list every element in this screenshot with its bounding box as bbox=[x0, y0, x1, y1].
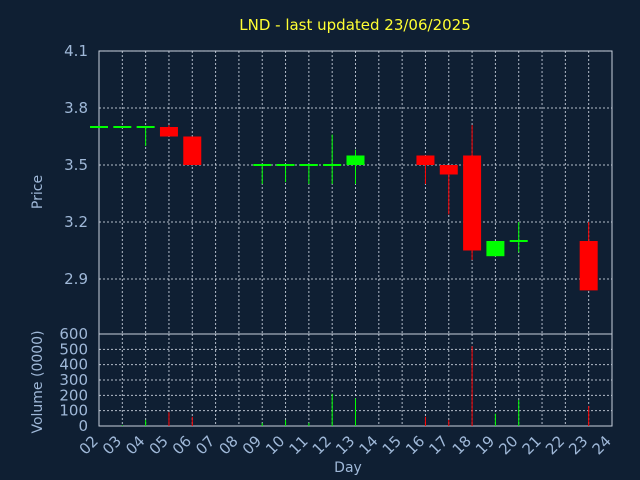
price-tick-label: 3.8 bbox=[64, 99, 88, 117]
x-tick-label: 22 bbox=[542, 432, 568, 458]
candle-body bbox=[439, 165, 458, 175]
candle-body bbox=[90, 126, 108, 128]
x-tick-label: 14 bbox=[355, 432, 381, 458]
x-tick-label: 20 bbox=[495, 432, 521, 458]
x-tick-label: 12 bbox=[309, 432, 335, 458]
x-tick-label: 09 bbox=[239, 432, 265, 458]
candle-body bbox=[183, 136, 202, 165]
candle-body bbox=[323, 164, 342, 166]
x-tick-label: 02 bbox=[76, 432, 102, 458]
x-tick-label: 24 bbox=[589, 432, 615, 458]
x-tick-label: 15 bbox=[379, 432, 405, 458]
price-tick-label: 4.1 bbox=[64, 42, 88, 60]
volume-tick-label: 300 bbox=[59, 371, 88, 389]
candle-body bbox=[113, 126, 132, 128]
candle-body bbox=[276, 164, 295, 166]
candle-body bbox=[346, 155, 365, 165]
price-tick-label: 3.5 bbox=[64, 156, 88, 174]
candle-body bbox=[253, 164, 272, 166]
x-tick-label: 06 bbox=[169, 432, 195, 458]
price-tick-label: 3.2 bbox=[64, 213, 88, 231]
volume-tick-label: 200 bbox=[59, 386, 88, 404]
price-tick-labels: 4.1 3.8 3.5 3.2 2.9 bbox=[64, 42, 88, 288]
price-axis-label: Price bbox=[30, 175, 46, 209]
price-tick-label: 2.9 bbox=[64, 270, 88, 288]
x-tick-label: 21 bbox=[519, 432, 545, 458]
x-tick-label: 16 bbox=[402, 432, 428, 458]
volume-bars bbox=[121, 346, 590, 426]
candle-body bbox=[486, 241, 505, 257]
candle-body bbox=[136, 126, 155, 128]
candles bbox=[90, 125, 598, 291]
candle-body bbox=[579, 241, 598, 291]
x-tick-label: 03 bbox=[99, 432, 125, 458]
candle-body bbox=[159, 127, 178, 137]
candle-body bbox=[509, 240, 528, 242]
volume-tick-label: 400 bbox=[59, 356, 88, 374]
candle-body bbox=[463, 155, 482, 251]
x-tick-label: 10 bbox=[262, 432, 288, 458]
x-tick-label: 13 bbox=[332, 432, 358, 458]
candle-body bbox=[299, 164, 318, 166]
x-tick-label: 17 bbox=[425, 432, 451, 458]
x-tick-labels: 0203040506070809101112131415161718192021… bbox=[76, 432, 615, 458]
volume-tick-label: 500 bbox=[59, 340, 88, 358]
x-tick-label: 08 bbox=[216, 432, 242, 458]
x-tick-label: 23 bbox=[565, 432, 591, 458]
price-grid bbox=[99, 50, 612, 334]
x-tick-label: 05 bbox=[146, 432, 172, 458]
x-tick-label: 11 bbox=[285, 432, 311, 458]
x-tick-label: 18 bbox=[449, 432, 475, 458]
x-tick-label: 19 bbox=[472, 432, 498, 458]
x-axis-label: Day bbox=[334, 460, 362, 476]
volume-axis-label: Volume (0000) bbox=[30, 330, 46, 433]
volume-tick-label: 100 bbox=[59, 402, 88, 420]
x-tick-label: 07 bbox=[192, 432, 218, 458]
volume-tick-label: 0 bbox=[78, 417, 88, 435]
volume-tick-label: 600 bbox=[59, 325, 88, 343]
candle-body bbox=[416, 155, 435, 165]
chart-title: LND - last updated 23/06/2025 bbox=[239, 16, 471, 34]
x-tick-label: 04 bbox=[122, 432, 148, 458]
